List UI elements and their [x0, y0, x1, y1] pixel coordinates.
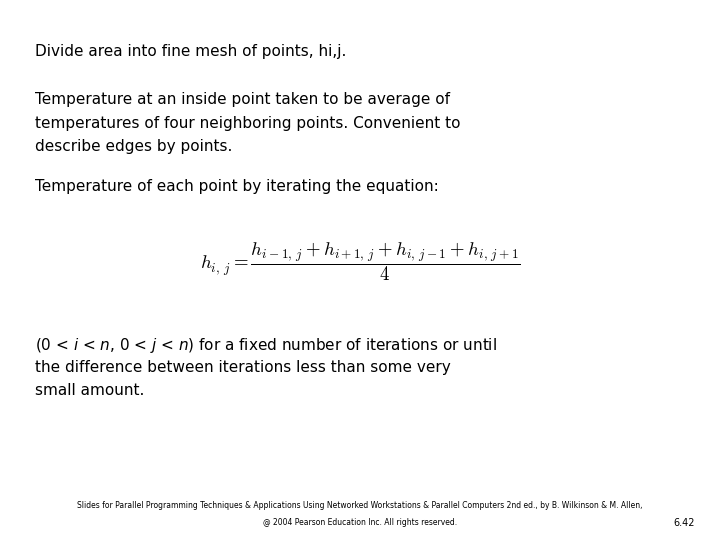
Text: the difference between iterations less than some very: the difference between iterations less t…: [35, 360, 450, 375]
Text: small amount.: small amount.: [35, 383, 144, 399]
Text: (0 < $i$ < $n$, 0 < $j$ < $n$) for a fixed number of iterations or until: (0 < $i$ < $n$, 0 < $j$ < $n$) for a fix…: [35, 336, 497, 355]
Text: $h_{i,\,j} = \dfrac{h_{i-1,\,j} + h_{i+1,\,j} + h_{i,\,j-1} + h_{i,\,j+1}}{4}$: $h_{i,\,j} = \dfrac{h_{i-1,\,j} + h_{i+1…: [199, 240, 521, 282]
Text: Temperature at an inside point taken to be average of: Temperature at an inside point taken to …: [35, 92, 449, 107]
Text: temperatures of four neighboring points. Convenient to: temperatures of four neighboring points.…: [35, 116, 460, 131]
Text: 6.42: 6.42: [673, 518, 695, 529]
Text: Slides for Parallel Programming Techniques & Applications Using Networked Workst: Slides for Parallel Programming Techniqu…: [77, 501, 643, 510]
Text: Temperature of each point by iterating the equation:: Temperature of each point by iterating t…: [35, 179, 438, 194]
Text: @ 2004 Pearson Education Inc. All rights reserved.: @ 2004 Pearson Education Inc. All rights…: [263, 518, 457, 528]
Text: describe edges by points.: describe edges by points.: [35, 139, 232, 154]
Text: Divide area into fine mesh of points, hi,j.: Divide area into fine mesh of points, hi…: [35, 44, 346, 59]
